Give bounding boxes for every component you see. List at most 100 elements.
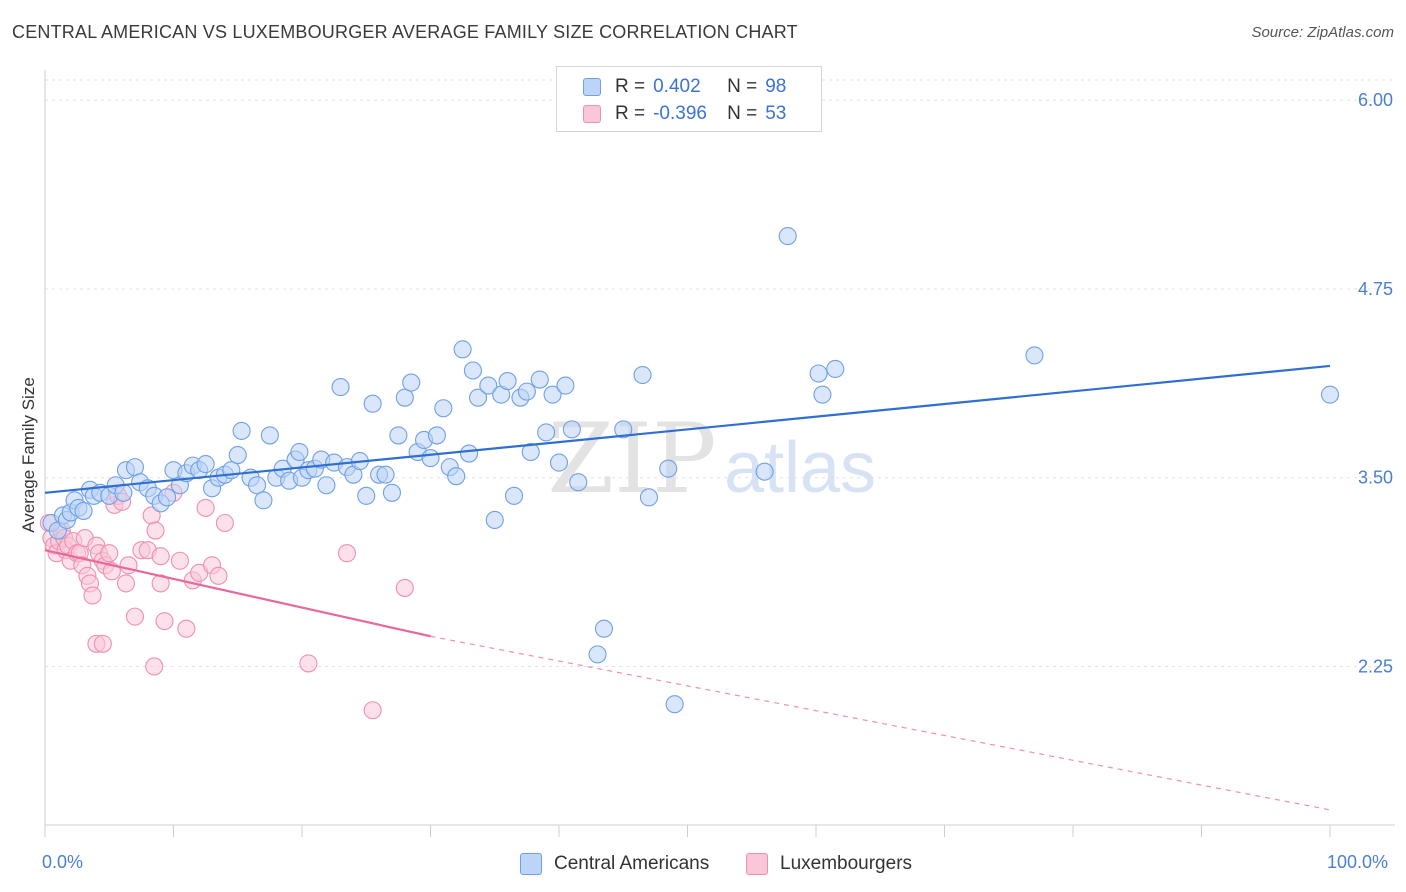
data-point bbox=[463, 361, 482, 380]
data-point bbox=[331, 378, 350, 397]
data-point bbox=[389, 426, 408, 445]
data-point bbox=[468, 388, 488, 407]
data-point bbox=[453, 340, 472, 359]
trend-line-luxembourgers-extension bbox=[430, 635, 1331, 811]
data-point bbox=[517, 382, 536, 401]
axes bbox=[44, 70, 1395, 837]
data-point bbox=[588, 645, 607, 664]
y-tick-label: 4.75 bbox=[1358, 279, 1393, 299]
data-point bbox=[504, 486, 524, 505]
bottom-legend-label: Luxembourgers bbox=[780, 853, 913, 874]
data-point bbox=[537, 423, 556, 442]
data-point bbox=[83, 586, 102, 605]
data-point bbox=[543, 385, 562, 404]
data-point bbox=[421, 449, 440, 468]
data-point bbox=[556, 376, 575, 395]
legend-swatch-pink bbox=[583, 105, 601, 123]
legend-n-value: 53 bbox=[765, 103, 787, 124]
data-point bbox=[247, 476, 267, 495]
data-point bbox=[382, 483, 402, 502]
data-point bbox=[290, 442, 309, 462]
data-point bbox=[151, 547, 170, 566]
data-point bbox=[158, 488, 177, 507]
data-point bbox=[215, 513, 234, 533]
data-point bbox=[562, 420, 581, 439]
data-point bbox=[363, 394, 382, 413]
data-point bbox=[196, 498, 215, 517]
data-point bbox=[479, 376, 498, 395]
data-point bbox=[125, 458, 144, 477]
data-point bbox=[639, 488, 659, 507]
data-point bbox=[434, 399, 453, 418]
data-point bbox=[1320, 385, 1340, 404]
y-tick-label: 2.25 bbox=[1358, 656, 1393, 676]
legend-box: R = 0.402 N = 98 R = -0.396 N = 53 bbox=[556, 66, 822, 132]
data-point bbox=[114, 483, 133, 502]
data-point bbox=[209, 566, 228, 585]
bottom-legend-luxembourgers: Luxembourgers bbox=[746, 851, 912, 877]
data-point bbox=[145, 657, 164, 676]
data-point bbox=[549, 453, 569, 472]
watermark-atlas: atlas bbox=[724, 428, 876, 508]
data-point bbox=[170, 551, 189, 570]
data-point bbox=[659, 459, 678, 478]
data-point bbox=[594, 619, 614, 638]
grid-lines bbox=[45, 79, 1395, 667]
data-point bbox=[254, 491, 273, 510]
y-tick-label: 3.50 bbox=[1358, 468, 1393, 488]
legend-r-label: R = bbox=[615, 76, 646, 97]
data-point bbox=[485, 510, 504, 530]
data-point bbox=[395, 578, 414, 597]
data-point bbox=[93, 634, 112, 653]
trend-lines bbox=[44, 364, 1331, 811]
bottom-legend-central-americans: Central Americans bbox=[520, 851, 709, 877]
data-point bbox=[299, 654, 318, 673]
data-point bbox=[395, 388, 414, 407]
data-point bbox=[228, 445, 247, 465]
watermark: ZIP atlas bbox=[547, 403, 876, 515]
legend-row-luxembourgers: R = -0.396 N = 53 bbox=[583, 102, 786, 126]
y-axis-title: Average Family Size bbox=[19, 377, 38, 533]
source-label: Source: ZipAtlas.com bbox=[1251, 24, 1394, 41]
series-luxembourgers bbox=[39, 483, 414, 720]
chart-title: CENTRAL AMERICAN VS LUXEMBOURGER AVERAGE… bbox=[12, 22, 798, 42]
data-point bbox=[530, 370, 549, 389]
data-point bbox=[427, 426, 446, 445]
data-point bbox=[100, 544, 119, 563]
data-point bbox=[146, 521, 165, 540]
watermark-zip: ZIP bbox=[547, 403, 716, 515]
bottom-legend-swatch-blue bbox=[520, 853, 542, 875]
data-point bbox=[459, 444, 479, 463]
data-point bbox=[498, 372, 517, 391]
data-point bbox=[232, 421, 251, 440]
data-point bbox=[665, 695, 684, 714]
legend-n-label: N = bbox=[727, 76, 758, 97]
data-point bbox=[447, 467, 466, 486]
data-point bbox=[74, 501, 93, 520]
data-point bbox=[614, 420, 633, 439]
data-point bbox=[521, 442, 540, 462]
data-point bbox=[402, 373, 421, 392]
legend-swatch-blue bbox=[583, 78, 601, 96]
trend-line-central-americans bbox=[44, 364, 1331, 494]
data-point bbox=[337, 544, 357, 563]
data-point bbox=[357, 486, 376, 505]
legend-row-central-americans: R = 0.402 N = 98 bbox=[583, 75, 786, 99]
legend-r-value: -0.396 bbox=[653, 103, 707, 124]
data-point bbox=[155, 612, 174, 631]
data-point bbox=[755, 462, 774, 481]
legend-n-label: N = bbox=[727, 103, 758, 124]
data-point bbox=[826, 359, 845, 379]
data-point bbox=[177, 619, 196, 638]
data-point bbox=[778, 227, 797, 246]
y-tick-labels: 2.25 3.50 4.75 6.00 bbox=[1358, 90, 1393, 676]
data-point bbox=[260, 426, 279, 445]
bottom-legend-label: Central Americans bbox=[554, 853, 710, 874]
data-point bbox=[1025, 346, 1044, 365]
legend-r-value: 0.402 bbox=[653, 76, 701, 97]
data-point bbox=[376, 465, 395, 484]
data-point bbox=[317, 476, 336, 495]
data-point bbox=[363, 701, 382, 720]
x-axis-max-label: 100.0% bbox=[1327, 852, 1389, 872]
